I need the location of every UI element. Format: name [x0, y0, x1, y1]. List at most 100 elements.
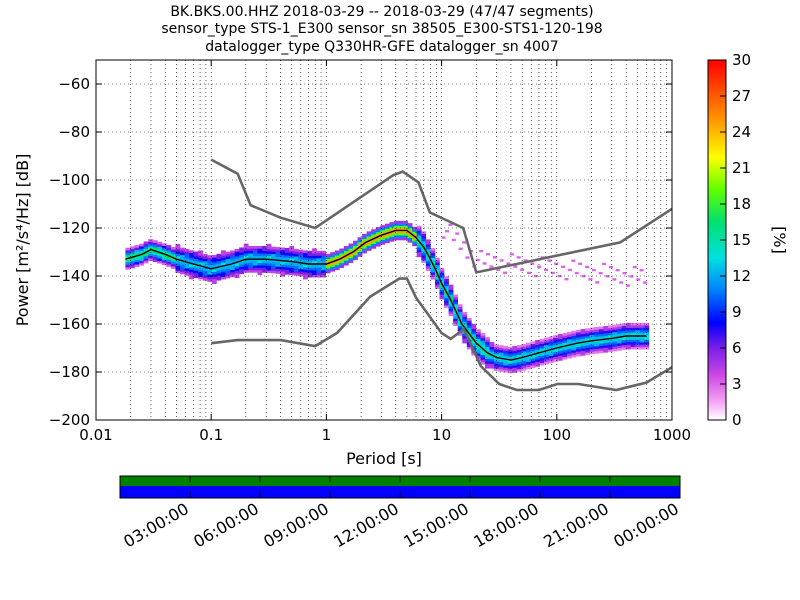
heatmap-cell — [170, 261, 176, 265]
heatmap-cell — [243, 243, 249, 247]
heatmap-cell — [644, 325, 650, 328]
heatmap-cell — [594, 331, 600, 335]
heatmap-cell — [603, 328, 609, 332]
heatmap-cell — [430, 255, 436, 259]
heatmap-cell — [539, 343, 545, 347]
heatmap-cell — [626, 332, 631, 336]
heatmap-cell — [444, 305, 449, 308]
heatmap-cell — [520, 268, 525, 271]
heatmap-cell — [252, 250, 258, 254]
heatmap-cell — [617, 345, 622, 349]
heatmap-cell — [407, 237, 413, 241]
heatmap-cell — [134, 259, 140, 263]
heatmap-cell — [425, 251, 431, 255]
heatmap-cell — [562, 354, 568, 358]
heatmap-cell — [507, 368, 513, 371]
heatmap-cell — [480, 357, 486, 360]
heatmap-cell — [639, 330, 645, 333]
heatmap-cell — [480, 333, 486, 336]
heatmap-cell — [566, 336, 572, 340]
heatmap-cell — [475, 338, 481, 342]
heatmap-cell — [170, 263, 176, 267]
heatmap-cell — [166, 245, 172, 248]
heatmap-cell — [330, 268, 336, 272]
heatmap-cell — [480, 359, 486, 363]
heatmap-cell — [371, 241, 377, 244]
heatmap-cell — [439, 279, 445, 283]
heatmap-cell — [348, 250, 354, 254]
heatmap-cell — [316, 267, 322, 271]
heatmap-cell — [375, 227, 381, 230]
heatmap-cell — [143, 246, 149, 249]
heatmap-cell — [525, 342, 531, 346]
heatmap-cell — [557, 334, 563, 337]
heatmap-cell — [525, 364, 531, 367]
heatmap-cell — [480, 340, 486, 344]
heatmap-cell — [553, 359, 559, 362]
heatmap-cell — [225, 270, 231, 274]
heatmap-cell — [280, 257, 286, 260]
heatmap-cell — [621, 332, 627, 336]
heatmap-cell — [248, 250, 254, 254]
colorbar-tick-label: 6 — [732, 339, 742, 357]
heatmap-cell — [498, 349, 504, 353]
heatmap-cell — [407, 223, 413, 226]
heatmap-cell — [312, 272, 317, 276]
heatmap-cell — [566, 334, 572, 337]
y-tick-label: −140 — [49, 267, 90, 285]
heatmap-cell — [457, 325, 463, 329]
heatmap-cell — [189, 271, 194, 275]
heatmap-cell — [530, 362, 536, 366]
heatmap-cell — [507, 363, 513, 367]
heatmap-cell — [261, 270, 267, 273]
heatmap-cell — [252, 267, 258, 271]
heatmap-cell — [289, 257, 295, 261]
heatmap-cell — [585, 335, 591, 339]
heatmap-cell — [421, 240, 427, 244]
heatmap-cell — [202, 273, 208, 276]
heatmap-cell — [466, 320, 472, 324]
heatmap-cell — [175, 270, 181, 274]
heatmap-cell — [589, 337, 595, 340]
heatmap-cell — [271, 268, 276, 271]
heatmap-cell — [180, 257, 185, 260]
heatmap-cell — [357, 246, 363, 250]
heatmap-cell — [193, 270, 199, 274]
heatmap-cell — [148, 253, 154, 257]
heatmap-cell — [380, 239, 386, 243]
heatmap-cell — [617, 326, 622, 330]
heatmap-cell — [589, 334, 595, 338]
heatmap-cell — [202, 256, 208, 260]
heatmap-cell — [184, 248, 190, 252]
heatmap-cell — [170, 246, 176, 250]
heatmap-cell — [489, 365, 495, 369]
heatmap-cell — [302, 252, 308, 256]
heatmap-cell — [553, 342, 559, 346]
heatmap-cell — [284, 262, 290, 266]
heatmap-cell — [562, 340, 568, 343]
heatmap-cell — [161, 245, 167, 249]
heatmap-cell — [193, 256, 199, 260]
heatmap-cell — [353, 255, 358, 258]
heatmap-cell — [503, 350, 509, 354]
heatmap-cell — [453, 313, 459, 317]
heatmap-cell — [457, 306, 463, 310]
heatmap-cell — [275, 261, 281, 265]
heatmap-cell — [475, 348, 481, 352]
heatmap-cell — [298, 256, 304, 260]
heatmap-cell — [471, 333, 477, 337]
heatmap-cell — [434, 286, 440, 290]
heatmap-cell — [580, 331, 586, 335]
heatmap-cell — [403, 225, 408, 229]
heatmap-cell — [444, 281, 449, 284]
heatmap-cell — [621, 325, 627, 329]
heatmap-cell — [503, 355, 509, 359]
heatmap-cell — [239, 264, 245, 267]
heatmap-cell — [139, 260, 144, 264]
heatmap-cell — [184, 251, 190, 255]
heatmap-cell — [271, 265, 276, 269]
heatmap-cell — [348, 260, 354, 264]
heatmap-cell — [248, 246, 254, 249]
heatmap-cell — [444, 300, 449, 303]
